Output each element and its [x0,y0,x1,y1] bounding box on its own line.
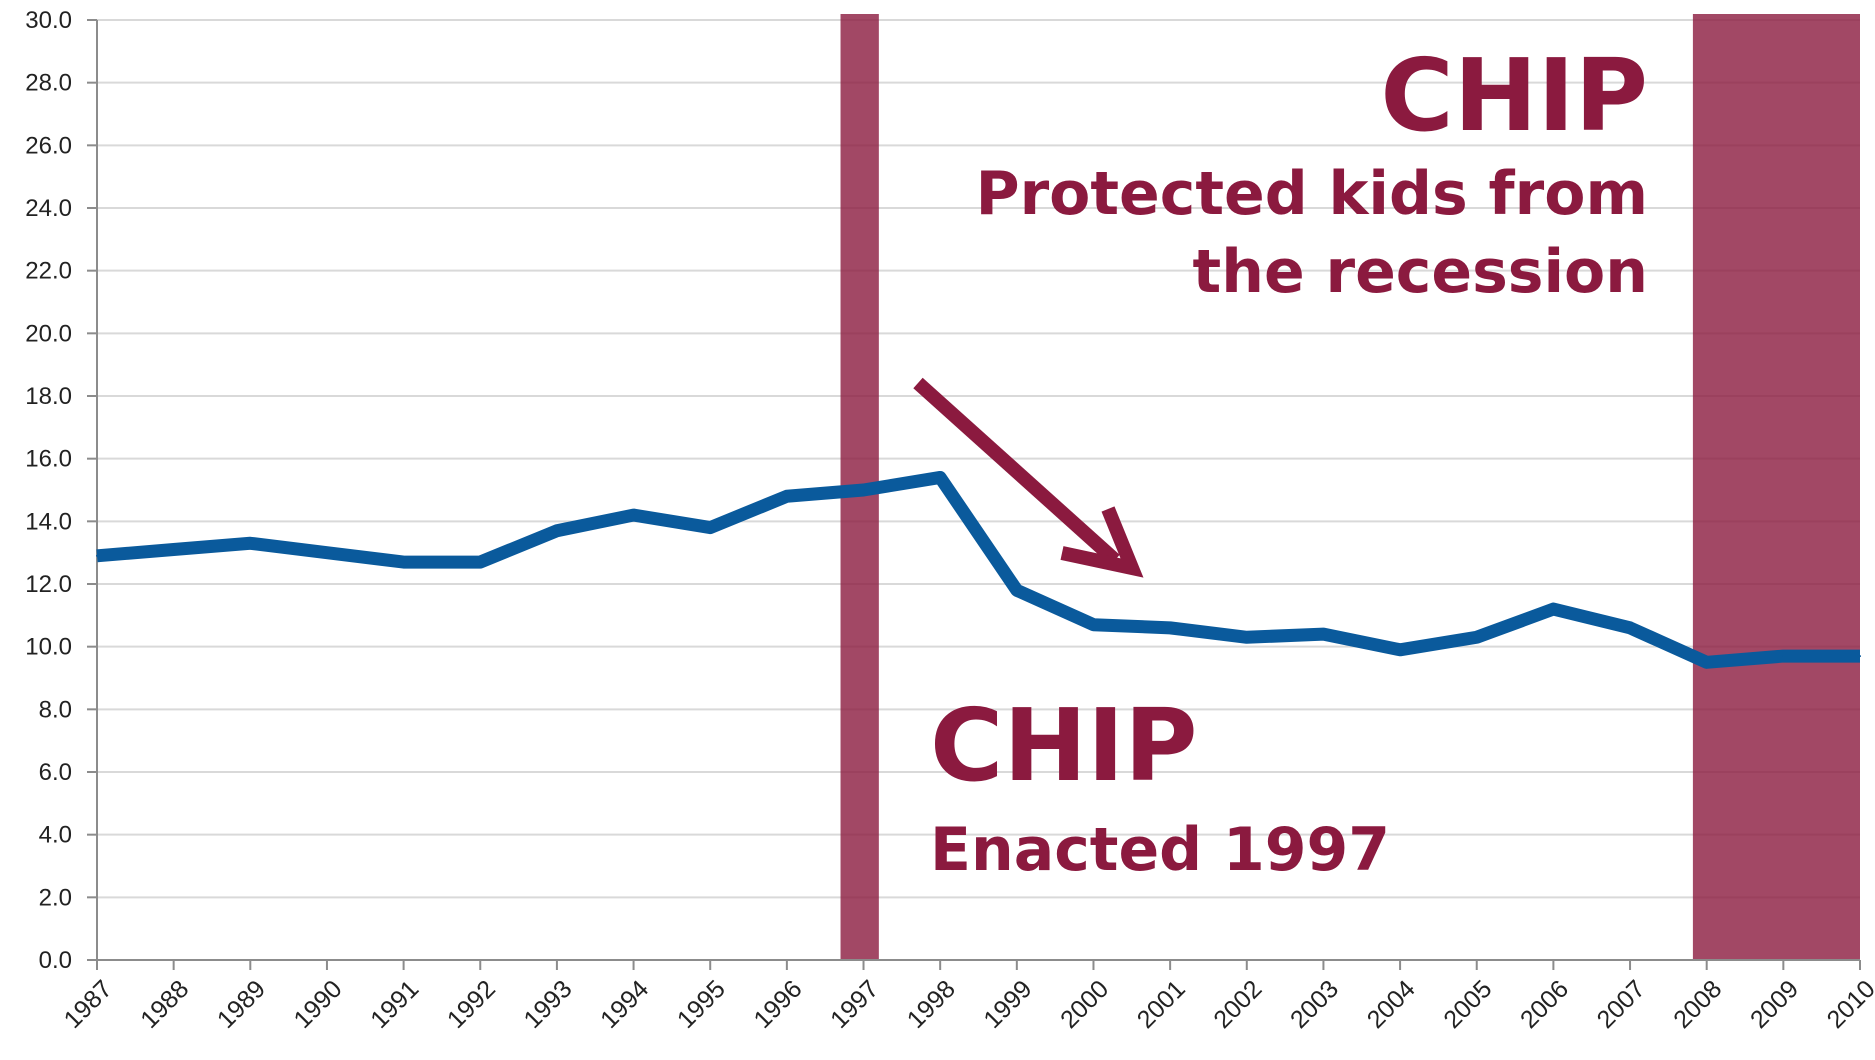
data-point [1629,626,1632,629]
y-tick-label: 16.0 [25,446,72,473]
y-tick-labels: 0.0 2.0 4.0 6.0 8.0 10.0 12.0 14.0 16.0 18.0 20.0 2… [25,7,72,974]
data-point [785,495,788,498]
y-tick-label: 6.0 [39,759,72,786]
annotation-chip-top-line2: the recession [1193,237,1648,307]
data-point [479,561,482,564]
data-point [709,526,712,529]
x-tick-label: 2001 [1132,975,1191,1034]
y-tick-label: 8.0 [39,696,72,723]
y-tick-label: 14.0 [25,508,72,535]
annotation-chip-recession: CHIP Protected kids from the recession [976,37,1648,307]
data-point [862,489,865,491]
x-tick-label: 1998 [902,975,961,1034]
annotation-chip-enacted: CHIP Enacted 1997 [930,687,1390,885]
data-point [1169,626,1172,629]
x-tick-label: 2000 [1055,975,1114,1034]
data-point [555,529,558,532]
data-point [172,548,175,551]
y-tick-label: 28.0 [25,70,72,97]
series [96,470,1861,669]
x-tick-label: 1997 [825,975,884,1034]
data-point [96,554,98,557]
axes [87,19,1861,970]
x-tick-labels: 1987 1988 1989 1990 1991 1992 1993 1994 1995 1996… [59,975,1875,1034]
y-tick-label: 22.0 [25,258,72,285]
y-tick-label: 18.0 [25,383,72,410]
x-tick-label: 1987 [59,975,118,1034]
data-point [325,551,328,554]
data-point [1092,623,1095,626]
data-point [1705,661,1708,664]
highlight-band-2008-2010 [1692,14,1860,960]
data-point [1552,608,1555,611]
x-tick-label: 2007 [1592,975,1651,1034]
data-point [939,476,942,479]
y-tick-label: 20.0 [25,320,72,347]
y-tick-label: 10.0 [25,634,72,661]
gridlines [97,19,1860,899]
y-tick-label: 24.0 [25,195,72,222]
x-tick-label: 2004 [1362,975,1421,1034]
x-tick-label: 2005 [1438,975,1497,1034]
x-tick-label: 1990 [289,975,348,1034]
data-point [632,514,635,517]
x-tick-label: 2008 [1668,975,1727,1034]
x-tick-label: 1999 [978,975,1037,1034]
data-point [1399,648,1402,651]
x-tick-label: 1996 [748,975,807,1034]
y-tick-label: 4.0 [39,822,72,849]
annotation-chip-top-line1: Protected kids from [976,159,1648,229]
annotation-chip-bottom-title: CHIP [930,687,1198,804]
x-tick-label: 1991 [365,975,424,1034]
x-tick-label: 2009 [1745,975,1804,1034]
x-tick-label: 1994 [595,975,654,1034]
y-tick-label: 2.0 [39,884,72,911]
data-point [1859,655,1861,658]
data-point [1322,633,1325,636]
x-tick-label: 1995 [672,975,731,1034]
y-tick-label: 0.0 [39,947,72,974]
y-tick-label: 12.0 [25,571,72,598]
x-tick-label: 1989 [212,975,271,1034]
annotation-chip-top-title: CHIP [1380,37,1648,154]
y-tick-label: 26.0 [25,132,72,159]
x-tick-label: 2006 [1515,975,1574,1034]
series-line [96,470,1860,669]
data-point [1245,636,1248,639]
x-tick-label: 2010 [1822,975,1875,1034]
x-tick-label: 2002 [1208,975,1267,1034]
x-tick-label: 1993 [518,975,577,1034]
data-point [402,561,405,564]
data-point [1782,655,1785,658]
downward-arrow-icon [913,377,1144,578]
x-tick-label: 1988 [135,975,194,1034]
y-tick-label: 30.0 [25,7,72,34]
data-point [249,542,252,545]
x-tick-label: 1992 [442,975,501,1034]
x-tick-label: 2003 [1285,975,1344,1034]
annotation-chip-bottom-line1: Enacted 1997 [930,815,1390,885]
data-point [1015,589,1018,592]
data-point [1475,636,1478,639]
